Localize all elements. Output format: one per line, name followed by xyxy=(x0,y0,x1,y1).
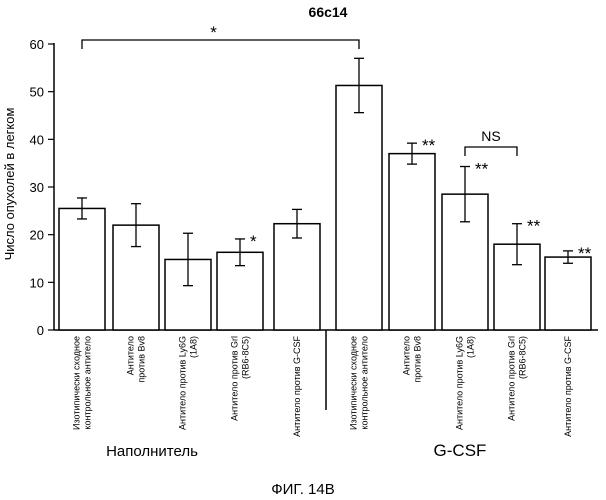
x-tick-label-line: Антитело против Ly6G xyxy=(178,336,188,430)
y-axis-label: Число опухолей в легком xyxy=(2,108,17,261)
x-tick-label-line: против Bv8 xyxy=(413,336,423,383)
significance-marker: ** xyxy=(475,160,489,179)
bar xyxy=(545,257,591,330)
x-tick-label: Антитело против Grl(RB6-8C5) xyxy=(230,336,251,421)
y-tick-label: 50 xyxy=(30,85,44,100)
comparison-label: NS xyxy=(481,128,500,144)
x-tick-label: Антитело против Grl(RB6-8C5) xyxy=(507,336,528,421)
comparison-brackets: * NS xyxy=(82,23,517,156)
comparison-bracket xyxy=(465,147,517,156)
significance-marker: ** xyxy=(422,136,436,155)
x-tick-label: Антителопротив Bv8 xyxy=(126,336,147,383)
y-ticks: 0 10 20 30 40 50 60 xyxy=(30,37,54,338)
x-tick-label-line: Антитело xyxy=(402,336,412,375)
figure-caption: ФИГ. 14В xyxy=(271,481,335,498)
x-tick-label-line: Изотипически сходное xyxy=(72,336,82,430)
y-tick-label: 20 xyxy=(30,228,44,243)
comparison-bracket xyxy=(82,40,359,49)
bar xyxy=(389,154,435,330)
x-tick-label-line: Антитело против Grl xyxy=(507,336,517,421)
x-tick-label-line: контрольное антитело xyxy=(360,336,370,430)
bars: ********* xyxy=(59,58,592,330)
x-tick-label: Антителопротив Bv8 xyxy=(402,336,423,383)
x-tick-label-line: контрольное антитело xyxy=(83,336,93,430)
x-tick-label: Антитело против Ly6G(1A8) xyxy=(455,336,476,430)
x-tick-label-line: против Bv8 xyxy=(137,336,147,383)
significance-marker: ** xyxy=(527,217,541,236)
x-tick-label-line: Антитело против Grl xyxy=(230,336,240,421)
bar xyxy=(274,224,320,330)
x-tick-label-line: (1A8) xyxy=(189,336,199,358)
x-tick-label-line: Изотипически сходное xyxy=(349,336,359,430)
y-tick-label: 10 xyxy=(30,275,44,290)
y-tick-label: 30 xyxy=(30,180,44,195)
y-tick-label: 60 xyxy=(30,37,44,52)
x-tick-label-line: (1A8) xyxy=(466,336,476,358)
significance-marker: ** xyxy=(578,244,592,263)
x-tick-label: Антитело против Ly6G(1A8) xyxy=(178,336,199,430)
group-label-vehicle: Наполнитель xyxy=(106,443,198,460)
significance-marker: * xyxy=(250,232,257,251)
comparison-label: * xyxy=(210,23,217,42)
chart-title: 66c14 xyxy=(309,4,348,20)
x-tick-label-line: Антитело против G-CSF xyxy=(563,336,573,437)
x-tick-label-line: Антитело против Ly6G xyxy=(455,336,465,430)
x-tick-labels: Изотипически сходноеконтрольное антитело… xyxy=(72,336,574,437)
bar xyxy=(336,85,382,330)
y-tick-label: 0 xyxy=(37,323,44,338)
x-tick-label-line: Антитело xyxy=(126,336,136,375)
group-label-gcsf: G-CSF xyxy=(434,441,487,460)
bar xyxy=(59,208,105,330)
x-tick-label: Изотипически сходноеконтрольное антитело xyxy=(72,336,93,430)
x-tick-label-line: (RB6-8C5) xyxy=(241,336,251,379)
x-tick-label: Изотипически сходноеконтрольное антитело xyxy=(349,336,370,430)
x-tick-label-line: Антитело против G-CSF xyxy=(292,336,302,437)
x-tick-label: Антитело против G-CSF xyxy=(292,336,302,437)
y-tick-label: 40 xyxy=(30,132,44,147)
x-tick-label-line: (RB6-8C5) xyxy=(518,336,528,379)
x-tick-label: Антитело против G-CSF xyxy=(563,336,573,437)
